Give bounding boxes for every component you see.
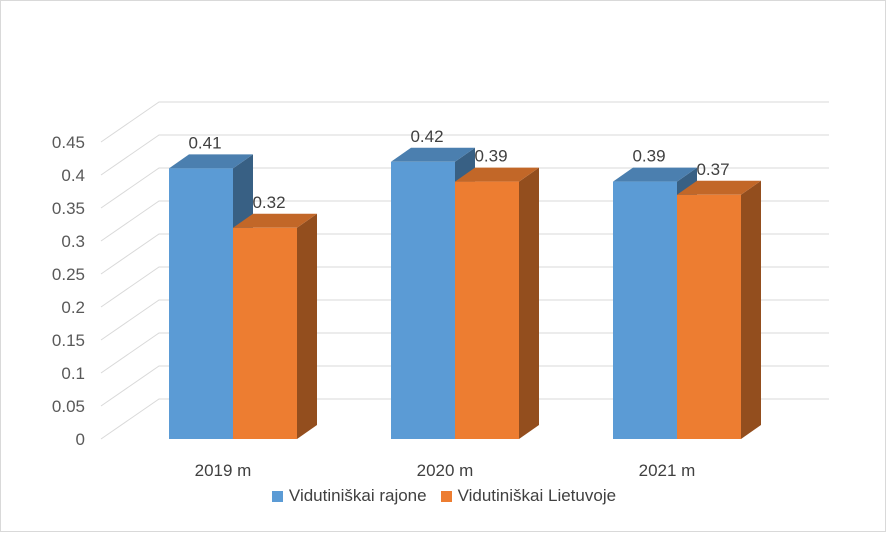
y-tick-label: 0.1 [61,364,85,383]
y-tick-label: 0.25 [52,265,85,284]
gridline [100,266,829,308]
bar-top [233,213,317,228]
gridline [100,101,829,143]
data-label: 0.41 [188,133,221,152]
y-tick-label: 0.4 [61,166,85,185]
y-tick-label: 0.15 [52,331,85,350]
legend: Vidutiniškai rajone Vidutiniškai Lietuvo… [1,486,886,506]
y-tick-label: 0 [76,430,85,449]
gridline [100,332,829,374]
bar-2-2020-m [455,167,539,439]
gridline [100,365,829,407]
bar-front [233,227,297,439]
gridline [100,398,829,440]
y-axis-ticks: 0 0.05 0.1 0.15 0.2 0.25 0.3 0.35 0.4 0.45 [52,133,85,449]
bar-top [391,147,475,162]
y-tick-label: 0.05 [52,397,85,416]
bar-front [677,194,741,439]
bar-front [169,168,233,439]
x-axis-categories: 2019 m 2020 m 2021 m [195,461,696,480]
gridline [100,233,829,275]
bar-2-2019-m [233,213,317,439]
y-tick-label: 0.3 [61,232,85,251]
gridline [100,200,829,242]
y-tick-label: 0.2 [61,298,85,317]
legend-swatch-series-2 [440,490,452,502]
data-label: 0.39 [474,147,507,166]
bars [169,147,761,440]
data-labels: 0.41 0.42 0.39 0.32 0.39 0.37 [188,127,729,212]
bar-front [391,161,455,440]
bar-front [455,181,519,439]
bar-2-2021-m [677,180,761,440]
legend-label-series-1: Vidutiniškai rajone [288,486,427,505]
y-tick-label: 0.35 [52,199,85,218]
data-label: 0.42 [410,127,443,146]
x-category-label: 2019 m [195,461,252,480]
bar-side [741,180,761,440]
y-tick-label: 0.45 [52,133,85,152]
gridline [100,167,829,209]
gridlines [100,101,829,440]
legend-entry-series-2: Vidutiniškai Lietuvoje [440,486,617,506]
bar-top [455,167,539,182]
x-category-label: 2021 m [639,461,696,480]
gridline [100,134,829,176]
data-label: 0.37 [696,160,729,179]
legend-label-series-2: Vidutiniškai Lietuvoje [457,486,617,505]
legend-entry-series-1: Vidutiniškai rajone [271,486,427,506]
bar-front [613,181,677,439]
data-label: 0.39 [632,147,665,166]
gridline [100,299,829,341]
bar-top [613,167,697,182]
bar-side [297,213,317,439]
data-label: 0.32 [252,193,285,212]
legend-swatch-series-1 [271,490,283,502]
bar-top [169,154,253,169]
bar-side [519,167,539,439]
bar-top [677,180,761,195]
x-category-label: 2020 m [417,461,474,480]
